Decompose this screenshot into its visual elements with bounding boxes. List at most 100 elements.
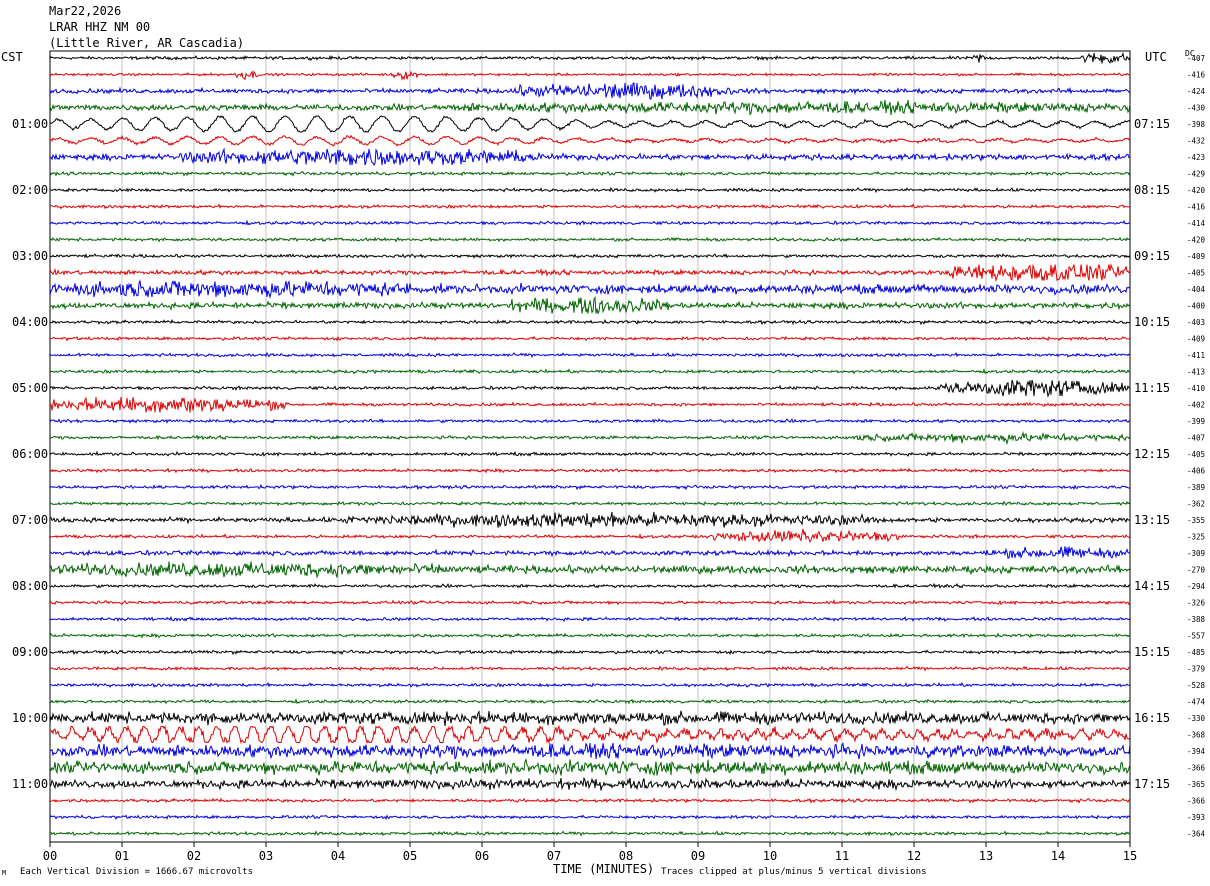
trace-line	[49, 649, 1131, 656]
dc-offset-label: -403	[1187, 318, 1205, 327]
trace-line	[49, 396, 1131, 413]
trace-line	[49, 797, 1131, 804]
left-hour-label: 08:00	[12, 579, 48, 593]
left-hour-label: 06:00	[12, 447, 48, 461]
trace-line	[49, 368, 1131, 375]
right-hour-label: 16:15	[1134, 711, 1170, 725]
dc-offset-label: -411	[1187, 351, 1205, 360]
x-tick-label: 08	[619, 849, 633, 863]
right-hour-label: 11:15	[1134, 381, 1170, 395]
left-hour-label: 02:00	[12, 183, 48, 197]
header-location: (Little River, AR Cascadia)	[49, 36, 245, 50]
trace-line	[49, 483, 1131, 491]
header-station: LRAR HHZ NM 00	[49, 20, 151, 34]
trace-line	[49, 582, 1131, 590]
trace-line	[50, 742, 1131, 760]
trace-line	[49, 253, 1131, 259]
right-hour-label: 07:15	[1134, 117, 1170, 131]
trace-line	[49, 115, 1131, 133]
trace-line	[49, 295, 1131, 315]
dc-offset-label: -368	[1187, 731, 1206, 740]
trace-line	[49, 318, 1131, 326]
trace-line	[49, 351, 1131, 359]
trace-line	[49, 279, 1131, 299]
dc-offset-label: -326	[1187, 599, 1206, 608]
dc-offset-label: -420	[1187, 186, 1206, 195]
dc-offset-label: -362	[1187, 500, 1205, 509]
right-hour-label: 10:15	[1134, 315, 1170, 329]
x-axis-title: TIME (MINUTES)	[553, 862, 655, 876]
trace-line	[49, 147, 1131, 166]
dc-offset-label: -355	[1187, 516, 1205, 525]
dc-offset-label: -330	[1187, 714, 1206, 723]
x-tick-label: 03	[259, 849, 273, 863]
dc-offset-label: -294	[1187, 582, 1206, 591]
right-hour-label: 17:15	[1134, 777, 1170, 791]
trace-line	[49, 99, 1131, 116]
dc-column-label: DC	[1185, 49, 1195, 58]
trace-line	[49, 632, 1131, 639]
dc-offset-label: -410	[1187, 384, 1206, 393]
trace-line	[49, 203, 1131, 210]
trace-line	[49, 814, 1131, 821]
trace-line	[49, 70, 1131, 81]
trace-line	[49, 724, 1131, 745]
trace-line	[49, 418, 1131, 424]
dc-offset-label: -405	[1187, 450, 1205, 459]
x-tick-label: 05	[403, 849, 417, 863]
right-hour-label: 14:15	[1134, 579, 1170, 593]
trace-line	[49, 430, 1131, 446]
dc-offset-label: -400	[1187, 302, 1206, 311]
dc-offset-label: -429	[1187, 170, 1205, 179]
dc-offset-label: -398	[1187, 120, 1206, 129]
dc-offset-label: -430	[1187, 104, 1206, 113]
dc-offset-label: -394	[1187, 747, 1206, 756]
left-hour-label: 09:00	[12, 645, 48, 659]
dc-offset-label: -423	[1187, 153, 1205, 162]
x-tick-label: 00	[43, 849, 57, 863]
x-tick-label: 11	[835, 849, 849, 863]
trace-line	[49, 698, 1131, 705]
dc-offset-label: -528	[1187, 681, 1206, 690]
left-hour-label: 10:00	[12, 711, 48, 725]
trace-line	[49, 450, 1131, 457]
trace-line	[49, 511, 1131, 529]
dc-offset-label: -420	[1187, 236, 1206, 245]
dc-offset-label: -409	[1187, 335, 1205, 344]
trace-line	[49, 757, 1131, 777]
dc-offset-label: -366	[1187, 797, 1206, 806]
dc-offset-label: -270	[1187, 566, 1206, 575]
dc-offset-label: -366	[1187, 764, 1206, 773]
trace-line	[50, 830, 1131, 837]
dc-offset-label: -309	[1187, 549, 1205, 558]
dc-offset-label: -406	[1187, 467, 1206, 476]
dc-offset-label: -413	[1187, 368, 1205, 377]
right-hour-label: 09:15	[1134, 249, 1170, 263]
right-timezone-label: UTC	[1145, 50, 1167, 64]
x-tick-label: 10	[763, 849, 777, 863]
dc-offset-label: -416	[1187, 203, 1206, 212]
dc-offset-label: -389	[1187, 483, 1205, 492]
trace-line	[49, 467, 1131, 474]
x-tick-label: 04	[331, 849, 345, 863]
x-tick-label: 14	[1051, 849, 1065, 863]
x-tick-label: 06	[475, 849, 489, 863]
trace-line	[49, 236, 1131, 243]
clip-note: Traces clipped at plus/minus 5 vertical …	[661, 867, 927, 877]
trace-line	[49, 219, 1131, 226]
dc-offset-label: -424	[1187, 87, 1206, 96]
x-tick-label: 07	[547, 849, 561, 863]
dc-offset-label: -409	[1187, 252, 1205, 261]
dc-offset-label: -402	[1187, 401, 1205, 410]
dc-offset-label: -325	[1187, 533, 1205, 542]
dc-offset-label: -557	[1187, 632, 1205, 641]
trace-line	[49, 186, 1131, 194]
left-hour-label: 01:00	[12, 117, 48, 131]
trace-line	[49, 615, 1131, 622]
right-hour-label: 12:15	[1134, 447, 1170, 461]
dc-offset-label: -364	[1187, 830, 1206, 839]
dc-offset-label: -379	[1187, 665, 1205, 674]
trace-line	[49, 665, 1131, 672]
x-tick-label: 02	[187, 849, 201, 863]
